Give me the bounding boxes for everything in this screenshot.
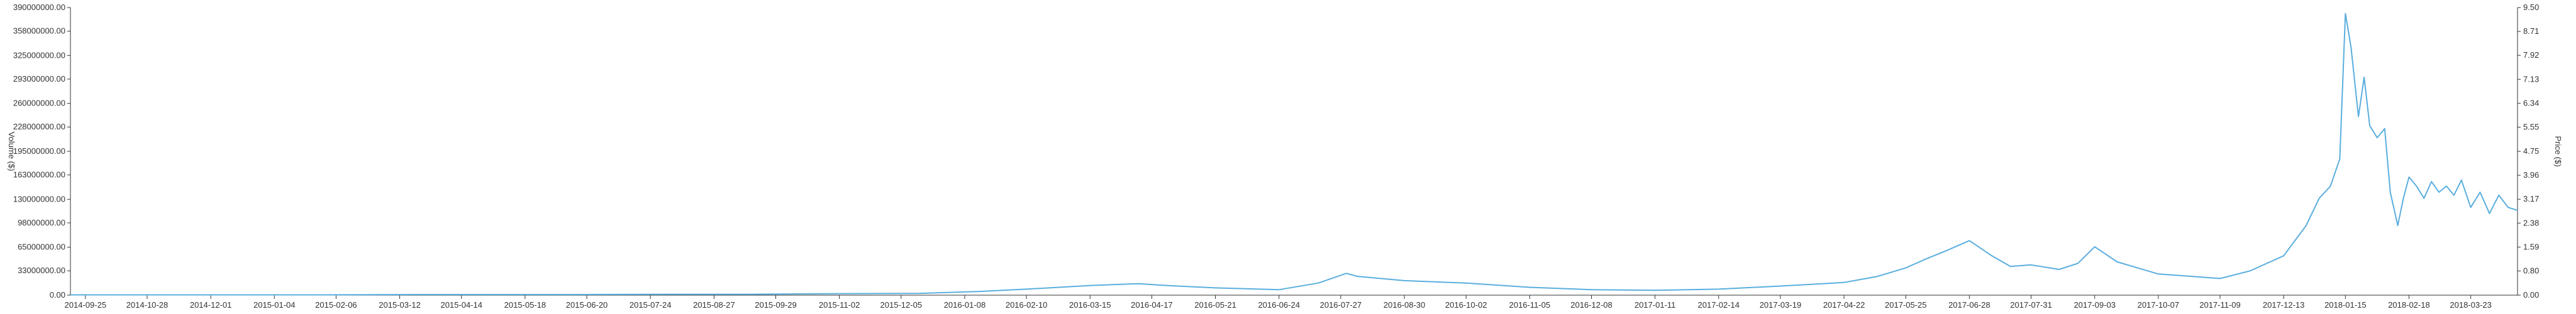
x-tick-label: 2015-12-05 [880,300,923,310]
right-tick-label: 2.38 [2523,218,2539,227]
x-tick-label: 2017-07-31 [2010,300,2052,310]
x-tick-label: 2016-03-15 [1069,300,1111,310]
left-axis-title: Volume ($) [7,132,16,171]
right-tick-label: 1.59 [2523,242,2539,251]
x-tick-label: 2016-07-27 [1320,300,1362,310]
right-tick-label: 9.50 [2523,3,2539,12]
x-tick-label: 2018-01-15 [2324,300,2367,310]
x-tick-label: 2017-11-09 [2199,300,2241,310]
x-tick-label: 2016-04-17 [1131,300,1173,310]
left-tick-label: 163000000.00 [13,170,65,180]
left-tick-label: 33000000.00 [18,266,65,275]
left-tick-label: 65000000.00 [18,242,65,252]
price-series-line [70,13,2518,296]
left-tick-label: 98000000.00 [18,218,65,227]
right-tick-label: 8.71 [2523,26,2539,36]
x-tick-label: 2016-06-24 [1258,300,1300,310]
x-tick-label: 2016-02-10 [1006,300,1048,310]
left-y-axis: 390000000.00 358000000.00 325000000.00 2930… [13,3,71,300]
x-tick-label: 2015-04-14 [440,300,482,310]
left-tick-label: 390000000.00 [13,3,65,12]
left-tick-label: 293000000.00 [13,74,65,84]
x-tick-label: 2017-09-03 [2074,300,2116,310]
x-tick-label: 2016-10-02 [1445,300,1487,310]
x-tick-label: 2017-10-07 [2138,300,2180,310]
x-tick-label: 2015-01-04 [253,300,296,310]
x-tick-label: 2017-03-19 [1760,300,1802,310]
x-tick-label: 2016-08-30 [1384,300,1426,310]
right-tick-label: 6.34 [2523,98,2539,107]
right-axis-title: Price ($) [2553,136,2563,166]
x-tick-label: 2017-01-11 [1635,300,1676,310]
x-tick-label: 2015-07-24 [630,300,672,310]
left-tick-label: 358000000.00 [13,26,65,36]
x-tick-label: 2016-05-21 [1194,300,1236,310]
right-y-axis: 9.50 8.71 7.92 7.13 6.34 5.55 4.75 3.96 3.17 2.38… [2517,3,2539,300]
x-tick-label: 2014-10-28 [126,300,169,310]
left-tick-label: 228000000.00 [13,122,65,131]
left-tick-label: 0.00 [50,290,65,300]
x-tick-label: 2017-04-22 [1823,300,1865,310]
x-tick-label: 2018-02-18 [2388,300,2430,310]
x-tick-label: 2016-01-08 [944,300,986,310]
x-tick-label: 2017-12-13 [2263,300,2305,310]
x-tick-label: 2015-09-29 [755,300,797,310]
x-tick-label: 2015-03-12 [379,300,421,310]
x-tick-label: 2014-12-01 [190,300,232,310]
x-tick-label: 2017-05-25 [1885,300,1927,310]
x-tick-label: 2015-08-27 [693,300,735,310]
right-tick-label: 3.96 [2523,170,2539,180]
x-tick-label: 2016-12-08 [1570,300,1613,310]
x-tick-label: 2018-03-23 [2450,300,2492,310]
left-tick-label: 325000000.00 [13,50,65,60]
x-tick-label: 2015-02-06 [315,300,357,310]
left-tick-label: 195000000.00 [13,146,65,156]
right-tick-label: 7.13 [2523,74,2539,84]
right-tick-label: 0.00 [2523,290,2539,300]
x-axis: 2014-09-25 2014-10-28 2014-12-01 2015-01-04… [65,295,2518,310]
right-tick-label: 5.55 [2523,122,2539,131]
x-tick-label: 2016-11-05 [1509,300,1551,310]
right-tick-label: 3.17 [2523,194,2539,203]
x-tick-label: 2017-06-28 [1948,300,1990,310]
right-tick-label: 7.92 [2523,50,2539,60]
x-tick-label: 2015-11-02 [819,300,860,310]
right-tick-label: 0.80 [2523,266,2539,275]
left-tick-label: 260000000.00 [13,99,65,108]
x-tick-label: 2017-02-14 [1698,300,1740,310]
x-tick-label: 2014-09-25 [65,300,107,310]
right-tick-label: 4.75 [2523,146,2539,156]
left-tick-label: 130000000.00 [13,194,65,203]
x-tick-label: 2015-06-20 [566,300,608,310]
x-tick-label: 2015-05-18 [504,300,547,310]
